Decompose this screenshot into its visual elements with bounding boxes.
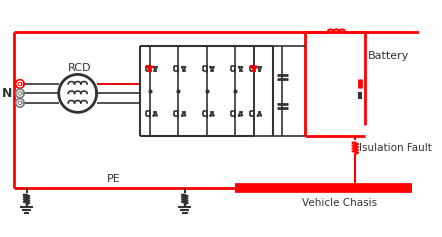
Text: Vehicle Chasis: Vehicle Chasis [301, 198, 377, 208]
Text: Battery: Battery [368, 51, 409, 61]
Text: N: N [2, 87, 12, 100]
Text: Isulation Fault: Isulation Fault [359, 143, 432, 153]
Text: RCD: RCD [68, 63, 91, 73]
Text: PE: PE [107, 174, 121, 184]
